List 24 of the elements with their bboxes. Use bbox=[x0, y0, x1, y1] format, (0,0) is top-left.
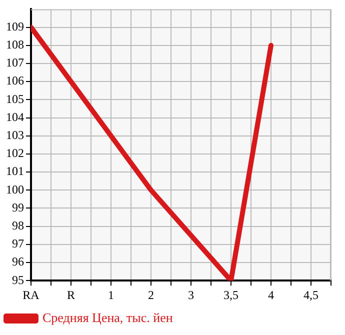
x-tick-label: 3 bbox=[188, 288, 194, 302]
y-tick-label: 107 bbox=[6, 56, 24, 70]
y-tick-label: 103 bbox=[6, 128, 24, 142]
y-tick-label: 95 bbox=[12, 272, 24, 287]
y-tick-label: 104 bbox=[6, 110, 24, 124]
y-tick-label: 97 bbox=[12, 236, 24, 251]
y-tick-label: 100 bbox=[6, 182, 24, 196]
x-tick-label: 1 bbox=[108, 288, 114, 302]
y-tick-label: 99 bbox=[12, 200, 24, 214]
x-tick-label: RA bbox=[22, 288, 40, 302]
y-tick-label: 105 bbox=[6, 92, 24, 106]
y-tick-label: 109 bbox=[6, 19, 24, 34]
x-tick-label: 4 bbox=[268, 288, 274, 302]
y-tick-label: 102 bbox=[6, 146, 24, 160]
y-tick-label: 108 bbox=[6, 38, 24, 52]
x-tick-label: 2 bbox=[148, 288, 154, 302]
x-tick-label: R bbox=[66, 288, 76, 302]
y-tick-label: 106 bbox=[6, 74, 24, 88]
x-tick-label: 3,5 bbox=[224, 288, 238, 302]
y-tick-label: 98 bbox=[12, 218, 24, 232]
x-tick-label: 4,5 bbox=[304, 288, 318, 302]
legend-label: Средняя Цена, тыс. йен bbox=[42, 310, 173, 325]
y-tick-label: 96 bbox=[12, 254, 24, 269]
y-tick-label: 101 bbox=[6, 164, 24, 178]
